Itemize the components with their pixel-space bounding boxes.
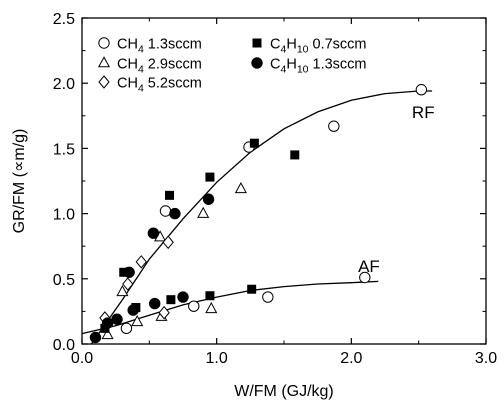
legend-label: CH4 1.3sccm bbox=[117, 37, 202, 56]
data-point-filled-circle bbox=[101, 317, 114, 329]
annotation-rf: RF bbox=[412, 103, 435, 122]
data-point-open-diamond bbox=[135, 255, 147, 269]
legend-label: C4H10 0.7sccm bbox=[270, 37, 367, 56]
y-axis-label: GR/FM (∝m/g) bbox=[11, 129, 28, 234]
x-tick-label: 2.0 bbox=[340, 350, 362, 367]
y-tick-label: 0.0 bbox=[53, 337, 75, 354]
legend-marker-filled-square bbox=[252, 38, 262, 48]
data-point-filled-square bbox=[100, 323, 110, 333]
data-point-filled-circle bbox=[202, 193, 215, 205]
data-point-open-circle bbox=[159, 205, 172, 217]
data-point-filled-square bbox=[166, 295, 176, 305]
data-point-filled-circle bbox=[89, 331, 102, 344]
data-point-filled-circle bbox=[149, 297, 161, 310]
data-point-open-circle bbox=[188, 300, 200, 312]
fit-curve-rf bbox=[90, 90, 433, 345]
y-tick-label: 0.5 bbox=[53, 272, 75, 289]
data-point-open-triangle bbox=[197, 206, 210, 218]
data-point-open-triangle bbox=[205, 301, 218, 314]
data-point-open-diamond bbox=[162, 235, 174, 250]
legend-marker-open-circle bbox=[98, 37, 110, 49]
y-tick-label: 2.5 bbox=[53, 11, 75, 28]
x-tick-label: 3.0 bbox=[475, 350, 497, 367]
legend-marker-open-triangle bbox=[97, 56, 111, 68]
legend-label: CH4 5.2sccm bbox=[117, 76, 202, 95]
data-point-open-circle bbox=[359, 271, 371, 284]
data-point-filled-square bbox=[205, 291, 215, 301]
data-point-filled-circle bbox=[169, 207, 181, 220]
legend-marker-filled-circle bbox=[251, 57, 263, 69]
data-point-filled-circle bbox=[147, 227, 160, 239]
y-tick-label: 1.0 bbox=[53, 207, 75, 224]
data-point-filled-circle bbox=[111, 313, 123, 325]
data-point-open-circle bbox=[328, 120, 340, 132]
axis-ticks: 0.0 1.0 2.0 3.0 0.0 0.5 1.0 1.5 2.0 2.5 bbox=[53, 11, 497, 367]
x-axis-label: W/FM (GJ/kg) bbox=[234, 383, 334, 400]
data-point-filled-square bbox=[247, 284, 257, 294]
annotations: RF AF bbox=[358, 103, 435, 276]
data-point-open-diamond bbox=[122, 277, 134, 291]
fit-curves bbox=[81, 90, 433, 345]
data-point-filled-square bbox=[290, 150, 300, 160]
data-point-open-triangle bbox=[131, 314, 144, 327]
y-tick-label: 1.5 bbox=[53, 141, 75, 158]
annotation-af: AF bbox=[358, 257, 380, 276]
data-point-filled-square bbox=[165, 190, 175, 200]
data-point-filled-square bbox=[249, 138, 259, 148]
y-tick-label: 2.0 bbox=[53, 76, 75, 93]
x-tick-label: 1.0 bbox=[206, 350, 228, 367]
data-point-filled-circle bbox=[123, 266, 135, 278]
x-tick-label: 0.0 bbox=[71, 350, 93, 367]
data-points bbox=[89, 84, 428, 344]
data-point-open-circle bbox=[262, 291, 274, 303]
fit-curve-af bbox=[81, 280, 379, 335]
data-point-filled-circle bbox=[127, 304, 139, 316]
data-point-open-triangle bbox=[234, 181, 247, 194]
data-point-open-circle bbox=[120, 322, 133, 335]
data-point-open-diamond bbox=[158, 305, 170, 320]
legend-label: CH4 2.9sccm bbox=[117, 57, 202, 76]
data-point-filled-circle bbox=[177, 291, 189, 303]
legend-label: C4H10 1.3sccm bbox=[270, 57, 367, 76]
data-point-filled-square bbox=[205, 172, 215, 182]
data-point-open-triangle bbox=[101, 328, 114, 340]
legend-marker-open-diamond bbox=[98, 75, 110, 89]
data-point-open-circle bbox=[415, 84, 428, 96]
data-point-open-triangle bbox=[116, 284, 129, 297]
